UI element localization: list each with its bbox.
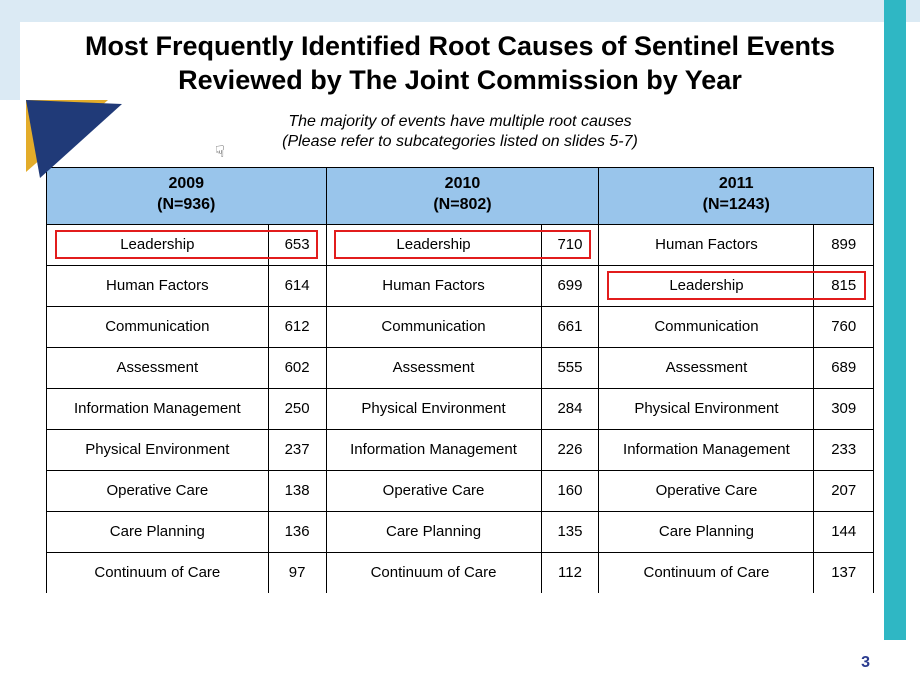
cause-value: 815	[814, 265, 874, 306]
cause-label: Operative Care	[326, 470, 541, 511]
cause-label: Information Management	[47, 388, 269, 429]
cause-value: 137	[814, 552, 874, 593]
cause-label: Continuum of Care	[326, 552, 541, 593]
subtitle-line-1: The majority of events have multiple roo…	[44, 112, 876, 133]
table-row: Continuum of Care97Continuum of Care112C…	[47, 552, 874, 593]
cause-value: 699	[541, 265, 599, 306]
cause-value: 250	[268, 388, 326, 429]
cause-label: Information Management	[599, 429, 814, 470]
title-line-2: Reviewed by The Joint Commission by Year	[44, 64, 876, 98]
cause-label: Assessment	[326, 347, 541, 388]
cause-value: 144	[814, 511, 874, 552]
cause-label: Care Planning	[599, 511, 814, 552]
table-row: Physical Environment237Information Manag…	[47, 429, 874, 470]
table-header-row: 2009 (N=936) 2010 (N=802) 2011 (N=1243)	[47, 168, 874, 225]
cause-value: 760	[814, 306, 874, 347]
cause-label: Operative Care	[599, 470, 814, 511]
root-causes-table: 2009 (N=936) 2010 (N=802) 2011 (N=1243) …	[46, 167, 874, 593]
cause-value: 661	[541, 306, 599, 347]
cause-label: Human Factors	[326, 265, 541, 306]
cause-label: Communication	[326, 306, 541, 347]
cause-value: 602	[268, 347, 326, 388]
cause-label: Communication	[47, 306, 269, 347]
cause-label: Assessment	[599, 347, 814, 388]
cause-label: Assessment	[47, 347, 269, 388]
col-header-2010: 2010 (N=802)	[326, 168, 599, 225]
table-row: Human Factors614Human Factors699Leadersh…	[47, 265, 874, 306]
col-header-2011: 2011 (N=1243)	[599, 168, 874, 225]
cause-value: 710	[541, 224, 599, 265]
cause-label: Care Planning	[326, 511, 541, 552]
table-row: Leadership653Leadership710Human Factors8…	[47, 224, 874, 265]
cause-label: Leadership	[47, 224, 269, 265]
cause-value: 237	[268, 429, 326, 470]
table-row: Communication612Communication661Communic…	[47, 306, 874, 347]
slide-content: Most Frequently Identified Root Causes o…	[0, 0, 920, 593]
table-row: Information Management250Physical Enviro…	[47, 388, 874, 429]
hand-cursor-icon: ☟	[215, 142, 225, 162]
cause-label: Leadership	[326, 224, 541, 265]
page-number: 3	[861, 654, 870, 672]
cause-value: 612	[268, 306, 326, 347]
table-row: Operative Care138Operative Care160Operat…	[47, 470, 874, 511]
cause-value: 136	[268, 511, 326, 552]
title-line-1: Most Frequently Identified Root Causes o…	[44, 30, 876, 64]
cause-label: Leadership	[599, 265, 814, 306]
subtitle-line-2: (Please refer to subcategories listed on…	[44, 132, 876, 153]
cause-label: Communication	[599, 306, 814, 347]
cause-label: Human Factors	[47, 265, 269, 306]
col-header-2009: 2009 (N=936)	[47, 168, 327, 225]
cause-label: Information Management	[326, 429, 541, 470]
cause-value: 207	[814, 470, 874, 511]
cause-value: 555	[541, 347, 599, 388]
cause-value: 309	[814, 388, 874, 429]
cause-value: 112	[541, 552, 599, 593]
cause-label: Operative Care	[47, 470, 269, 511]
cause-value: 138	[268, 470, 326, 511]
cause-value: 160	[541, 470, 599, 511]
cause-label: Continuum of Care	[47, 552, 269, 593]
cause-value: 97	[268, 552, 326, 593]
cause-label: Physical Environment	[326, 388, 541, 429]
cause-value: 226	[541, 429, 599, 470]
page-subtitle: The majority of events have multiple roo…	[44, 112, 876, 154]
cause-value: 284	[541, 388, 599, 429]
cause-value: 614	[268, 265, 326, 306]
cause-value: 233	[814, 429, 874, 470]
cause-label: Human Factors	[599, 224, 814, 265]
cause-label: Physical Environment	[599, 388, 814, 429]
cause-value: 689	[814, 347, 874, 388]
cause-label: Physical Environment	[47, 429, 269, 470]
cause-value: 653	[268, 224, 326, 265]
cause-value: 899	[814, 224, 874, 265]
cause-value: 135	[541, 511, 599, 552]
cause-label: Care Planning	[47, 511, 269, 552]
page-title: Most Frequently Identified Root Causes o…	[44, 30, 876, 98]
cause-label: Continuum of Care	[599, 552, 814, 593]
table-row: Care Planning136Care Planning135Care Pla…	[47, 511, 874, 552]
table-row: Assessment602Assessment555Assessment689	[47, 347, 874, 388]
